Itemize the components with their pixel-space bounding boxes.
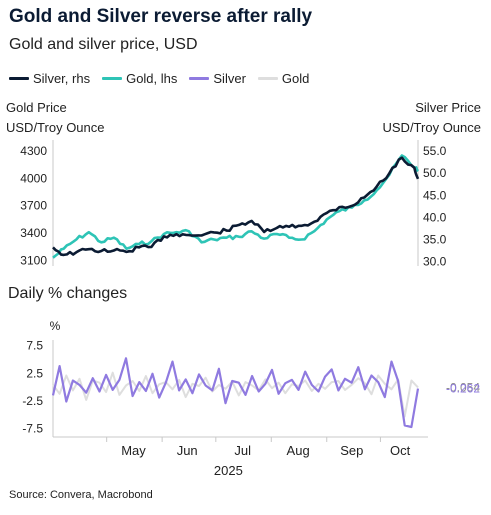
legend-swatch-gold [257,77,278,80]
chart-subtitle: Gold and silver price, USD [9,36,198,53]
gold-last-value-label: -0.054 [446,380,480,394]
gold-daily-change-line [52,371,419,418]
daily-changes-title: Daily % changes [8,285,128,302]
right-axis-tick-label: 35.0 [423,232,447,246]
daily-axis-tick-label: -2.5 [22,394,43,408]
right-axis-tick-label: 50.0 [423,166,447,180]
left-axis-tick-label: 4000 [20,171,47,185]
right-axis-tick-label: 55.0 [423,144,447,158]
daily-axis-tick-label: 2.5 [26,366,43,380]
left-axis-tick-label: 3400 [20,226,47,240]
right-axis-tick-label: 40.0 [423,210,447,224]
legend-label-gold-lhs: Gold, lhs [126,71,178,86]
left-axis-title-line2: USD/Troy Ounce [6,120,105,135]
x-axis-year-label: 2025 [214,463,243,478]
legend-swatch-silver-rhs [9,77,29,80]
source-note: Source: Convera, Macrobond [9,489,153,501]
legend-swatch-silver [189,77,210,80]
legend-item-gold: Gold [257,71,310,86]
x-axis-month-label: Oct [390,443,411,458]
legend-item-silver: Silver [189,71,246,86]
daily-axis-tick-label: 7.5 [26,339,43,353]
legend-item-silver-rhs: Silver, rhs [9,71,90,86]
left-axis-tick-label: 3700 [20,199,47,213]
legend-label-silver-rhs: Silver, rhs [33,71,91,86]
right-axis-tick-label: 45.0 [423,188,447,202]
legend-item-gold-lhs: Gold, lhs [102,71,177,86]
silver-last-value-label: -0.262 [446,382,480,396]
legend-swatch-gold-lhs [102,77,123,80]
legend-label-gold: Gold [281,71,310,86]
legend: Silver, rhs Gold, lhs Silver Gold [9,71,309,86]
silver-daily-change-line [51,357,420,429]
left-axis-title-line1: Gold Price [6,100,67,115]
daily-axis-tick-label: -7.5 [22,422,43,436]
right-axis-title-line2: USD/Troy Ounce [382,120,482,135]
x-axis-month-label: May [121,443,146,458]
right-axis-title: Silver Price USD/Troy Ounce [383,98,482,138]
left-axis-tick-label: 4300 [20,144,47,158]
x-axis-month-label: Sep [340,443,363,458]
x-axis-month-label: Jul [234,443,251,458]
right-axis-title-line1: Silver Price [415,100,481,115]
left-axis-title: Gold Price USD/Troy Ounce [6,98,105,138]
x-axis-month-label: Jun [177,443,198,458]
x-axis-month-label: Aug [287,443,310,458]
chart-title: Gold and Silver reverse after rally [9,6,313,27]
silver-price-line [52,156,420,257]
gold-price-line [52,154,420,259]
right-axis-tick-label: 30.0 [423,255,447,269]
legend-label-silver: Silver [213,71,246,86]
daily-unit-label: % [50,319,61,333]
left-axis-tick-label: 3100 [20,254,47,268]
